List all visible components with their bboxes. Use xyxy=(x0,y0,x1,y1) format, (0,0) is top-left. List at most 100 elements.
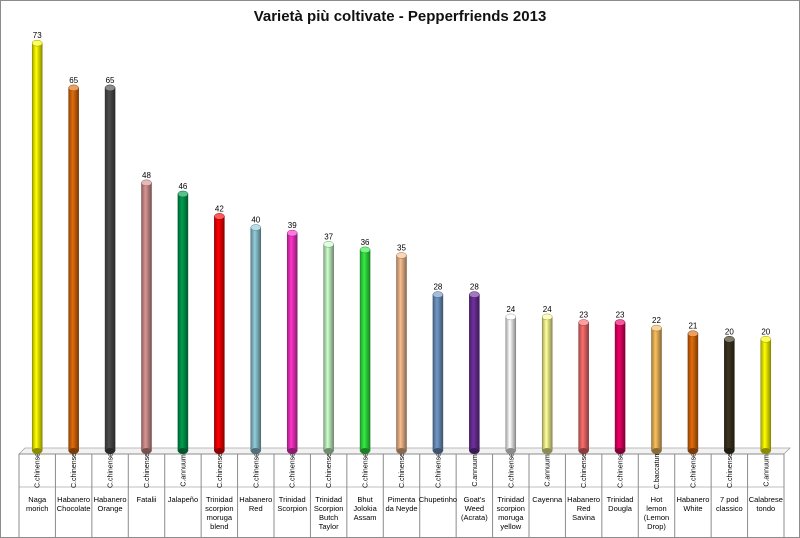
variety-label: Hot lemon (Lemon Drop) xyxy=(644,495,669,531)
bar-body xyxy=(469,294,480,452)
bar-13 xyxy=(505,313,517,454)
variety-label-line: Habanero xyxy=(567,495,600,504)
data-label: 21 xyxy=(688,322,697,331)
bar-body xyxy=(651,327,662,452)
bar-18 xyxy=(687,330,699,454)
bar-base xyxy=(542,448,553,454)
bar-base xyxy=(32,448,43,454)
variety-label-line: blend xyxy=(210,522,228,531)
bar-base xyxy=(68,448,79,454)
data-label: 37 xyxy=(324,232,333,241)
bar-base xyxy=(687,448,698,454)
variety-label-line: Habanero xyxy=(57,495,90,504)
bar-base xyxy=(505,448,516,454)
data-label: 28 xyxy=(433,283,442,292)
variety-label: Fatalii xyxy=(136,495,156,504)
bar-11 xyxy=(432,291,444,454)
variety-label-line: Chupetinho xyxy=(419,495,457,504)
variety-label-line: Fatalii xyxy=(136,495,156,504)
bar-body xyxy=(724,339,735,452)
data-label: 23 xyxy=(616,311,625,320)
variety-label-line: White xyxy=(683,504,702,513)
data-label: 73 xyxy=(33,31,42,40)
data-label: 23 xyxy=(579,311,588,320)
data-label: 24 xyxy=(543,305,552,314)
bar-base xyxy=(651,448,662,454)
variety-label: Goat's Weed (Acrata) xyxy=(461,495,488,522)
variety-label-line: Trinidad xyxy=(279,495,306,504)
bar-body xyxy=(31,42,43,452)
bar-3 xyxy=(141,179,152,454)
bar-body xyxy=(359,249,371,452)
species-label: C.chinense xyxy=(690,453,697,488)
variety-label-line: Hot xyxy=(651,495,664,504)
data-label: 22 xyxy=(652,316,661,325)
data-label: 24 xyxy=(506,305,515,314)
bar-body xyxy=(177,193,189,452)
bar-19 xyxy=(724,336,735,454)
variety-label-line: Jolokia xyxy=(353,504,377,513)
bar-15 xyxy=(578,319,589,454)
bar-base xyxy=(323,448,334,454)
bar-top xyxy=(323,241,334,248)
species-label: C.chinense xyxy=(581,453,588,488)
bar-body xyxy=(286,232,298,452)
bar-base xyxy=(141,448,152,454)
variety-label-line: scorpion xyxy=(497,504,525,513)
bar-base xyxy=(724,448,735,454)
variety-label: Pimenta da Neyde xyxy=(385,495,417,513)
data-label: 28 xyxy=(470,283,479,292)
bar-body xyxy=(614,322,626,452)
variety-label: Cayenna xyxy=(532,495,563,504)
bar-body xyxy=(578,322,589,452)
species-label: C.chinense xyxy=(71,453,78,488)
variety-label: Calabrese tondo xyxy=(749,495,783,513)
bar-14 xyxy=(541,313,553,454)
bar-body xyxy=(687,333,699,452)
data-label: 20 xyxy=(725,327,734,336)
variety-label-line: morich xyxy=(26,504,49,513)
data-label: 20 xyxy=(761,327,770,336)
bar-top xyxy=(177,190,189,198)
bar-top xyxy=(469,291,480,298)
species-label: C.chinense xyxy=(217,453,224,488)
variety-label: Habanero Red Savina xyxy=(567,495,600,522)
species-label: C.chinense xyxy=(144,453,151,488)
bar-base xyxy=(760,448,771,454)
variety-label-line: Savina xyxy=(572,513,596,522)
variety-label: Habanero Chocolate xyxy=(57,495,91,513)
species-label: C.chinense xyxy=(363,453,370,488)
variety-label-line: Red xyxy=(577,504,591,513)
bar-17 xyxy=(651,324,662,454)
bar-body xyxy=(432,294,444,452)
variety-label-line: moruga xyxy=(207,513,233,522)
bar-base xyxy=(578,448,589,454)
bar-top xyxy=(104,84,116,92)
bar-16 xyxy=(614,319,626,454)
variety-label-line: Calabrese xyxy=(749,495,783,504)
variety-label-line: Orange xyxy=(98,504,123,513)
bar-1 xyxy=(68,84,79,454)
bar-top xyxy=(396,252,407,259)
variety-label: Habanero Orange xyxy=(94,495,127,513)
variety-label-line: yellow xyxy=(500,522,521,531)
species-label: C.chinense xyxy=(618,453,625,488)
species-label: C.chinense xyxy=(326,453,333,488)
bar-base xyxy=(396,448,407,454)
bar-top xyxy=(614,319,626,326)
variety-label-line: Taylor xyxy=(319,522,340,531)
variety-label: Trinidad scorpion moruga blend xyxy=(205,495,233,531)
bar-7 xyxy=(286,229,298,454)
variety-label: Trinidad Dougla xyxy=(607,495,634,513)
bar-body xyxy=(396,255,407,452)
variety-label-line: Cayenna xyxy=(532,495,563,504)
variety-label-line: Trinidad xyxy=(315,495,342,504)
bar-12 xyxy=(469,291,480,454)
variety-label: Trinidad Scorpion xyxy=(277,495,307,513)
species-label: C.annuum xyxy=(472,454,479,486)
bar-top xyxy=(651,324,662,332)
bar-9 xyxy=(359,246,371,454)
variety-label-line: moruga xyxy=(498,513,524,522)
bar-top xyxy=(359,246,371,254)
